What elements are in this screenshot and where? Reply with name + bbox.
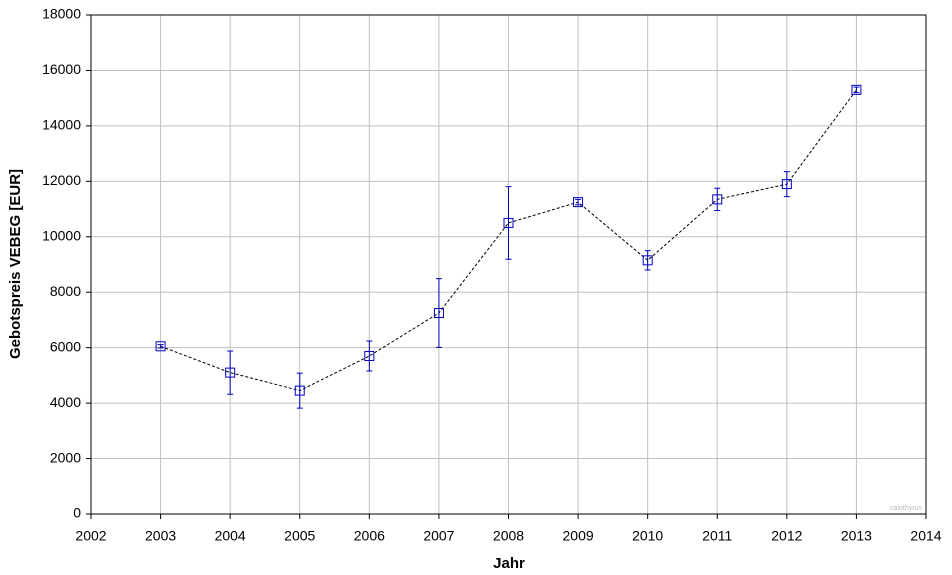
y-axis-title: Gebotspreis VEBEG [EUR]: [7, 169, 24, 359]
x-tick-label: 2003: [145, 528, 176, 544]
plot-frame: [90, 14, 927, 515]
x-tick-label: 2005: [284, 528, 315, 544]
error-bar: [714, 187, 721, 211]
marker: [364, 350, 375, 361]
marker: [642, 255, 653, 266]
x-axis-title: Jahr: [493, 555, 525, 572]
error-bar: [435, 278, 442, 348]
x-tick-label: 2002: [75, 528, 106, 544]
y-tick-label: 14000: [42, 117, 81, 133]
x-tick-label: 2010: [632, 528, 663, 544]
error-bar: [366, 340, 373, 372]
x-tick-label: 2014: [910, 528, 941, 544]
x-tick-label: 2007: [423, 528, 454, 544]
watermark: calothyrus: [890, 505, 922, 512]
marker: [155, 341, 166, 352]
marker: [851, 84, 862, 95]
error-bar: [644, 250, 651, 271]
marker: [294, 385, 305, 396]
marker: [503, 217, 514, 228]
error-bar: [783, 171, 790, 198]
data-line: [160, 89, 857, 392]
marker: [573, 197, 584, 208]
y-tick-label: 16000: [42, 61, 81, 77]
x-tick-label: 2004: [215, 528, 246, 544]
y-tick-label: 4000: [50, 394, 81, 410]
x-tick-label: 2006: [354, 528, 385, 544]
y-tick-label: 8000: [50, 283, 81, 299]
marker: [781, 179, 792, 190]
y-tick-label: 0: [73, 505, 81, 521]
x-tick-label: 2011: [702, 528, 732, 544]
y-tick-label: 12000: [42, 172, 81, 188]
error-bar: [575, 198, 582, 206]
error-bar: [505, 186, 512, 260]
error-bar: [157, 344, 164, 349]
y-tick-label: 2000: [50, 449, 81, 465]
error-bar: [296, 372, 303, 409]
x-tick-label: 2013: [841, 528, 872, 544]
x-tick-label: 2012: [771, 528, 802, 544]
y-tick-label: 18000: [42, 6, 81, 22]
marker: [712, 194, 723, 205]
error-bar: [227, 350, 234, 395]
marker: [225, 367, 236, 378]
error-bar: [853, 86, 860, 94]
x-tick-label: 2008: [493, 528, 524, 544]
x-tick-label: 2009: [563, 528, 594, 544]
y-tick-label: 10000: [42, 227, 81, 243]
y-tick-label: 6000: [50, 338, 81, 354]
marker: [433, 308, 444, 319]
